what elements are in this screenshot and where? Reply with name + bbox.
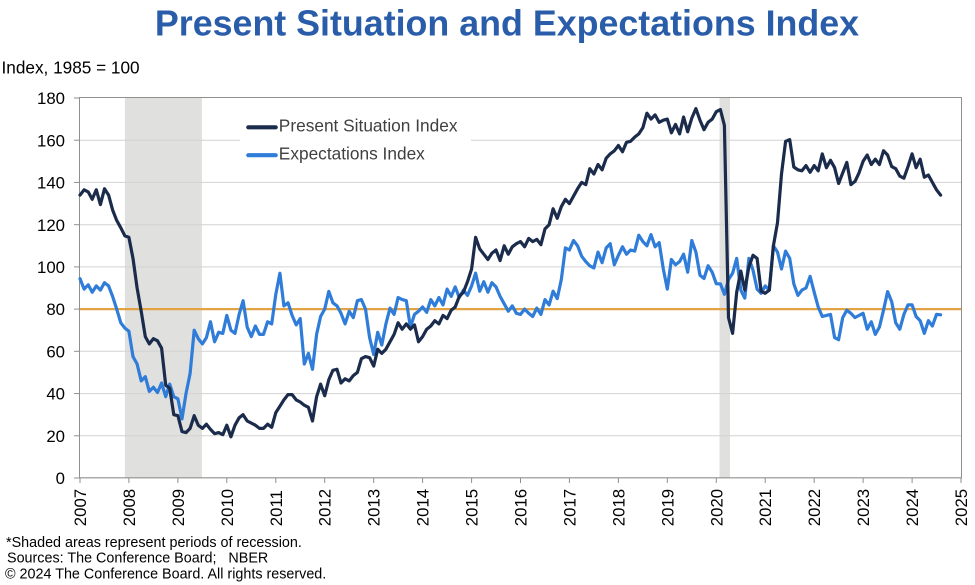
svg-text:100: 100 <box>37 258 65 277</box>
svg-text:Present Situation and Expectat: Present Situation and Expectations Index <box>155 4 859 44</box>
svg-text:120: 120 <box>37 216 65 235</box>
svg-text:2012: 2012 <box>316 489 335 526</box>
svg-text:2020: 2020 <box>707 489 726 526</box>
svg-text:60: 60 <box>46 342 65 361</box>
svg-text:2021: 2021 <box>756 489 775 526</box>
svg-text:2017: 2017 <box>560 489 579 526</box>
svg-text:140: 140 <box>37 174 65 193</box>
svg-text:20: 20 <box>46 427 65 446</box>
svg-text:160: 160 <box>37 131 65 150</box>
svg-text:2019: 2019 <box>658 489 677 526</box>
svg-text:*Shaded areas represent period: *Shaded areas represent periods of reces… <box>6 535 302 551</box>
svg-text:2024: 2024 <box>903 489 922 526</box>
svg-text:2011: 2011 <box>267 490 286 526</box>
svg-text:2013: 2013 <box>365 489 384 526</box>
svg-text:2016: 2016 <box>512 489 531 526</box>
svg-text:2010: 2010 <box>218 489 237 526</box>
svg-text:180: 180 <box>37 89 65 108</box>
svg-text:40: 40 <box>46 385 65 404</box>
svg-text:Index, 1985 = 100: Index, 1985 = 100 <box>2 57 140 77</box>
svg-text:2007: 2007 <box>71 489 90 526</box>
svg-text:2008: 2008 <box>120 489 139 526</box>
svg-text:Present Situation Index: Present Situation Index <box>279 116 458 136</box>
svg-text:2022: 2022 <box>805 489 824 526</box>
svg-text:2018: 2018 <box>609 489 628 526</box>
svg-text:2014: 2014 <box>414 489 433 526</box>
svg-text:0: 0 <box>56 469 65 488</box>
svg-text:© 2024 The Conference Board. A: © 2024 The Conference Board. All rights … <box>5 566 326 582</box>
svg-text:2023: 2023 <box>854 489 873 526</box>
svg-text:Expectations Index: Expectations Index <box>279 144 425 164</box>
svg-text:2025: 2025 <box>952 489 971 526</box>
svg-text:2015: 2015 <box>463 489 482 526</box>
svg-text:Sources: The Conference Board;: Sources: The Conference Board; NBER <box>7 550 268 566</box>
svg-text:2009: 2009 <box>169 489 188 526</box>
svg-text:80: 80 <box>46 300 65 319</box>
